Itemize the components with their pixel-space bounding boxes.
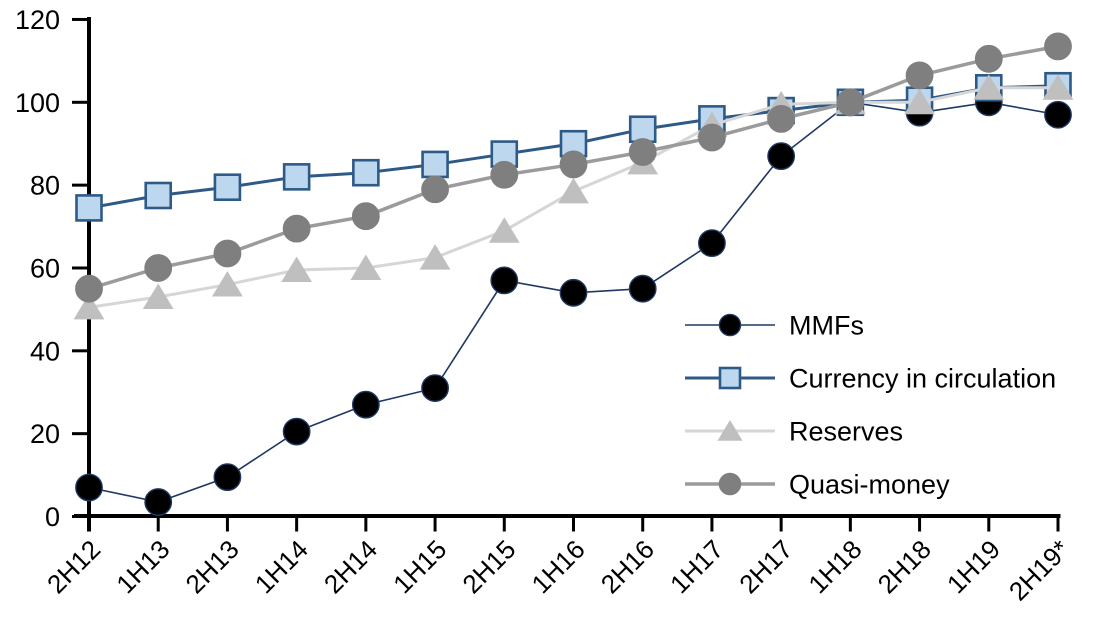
legend-item-mmfs: MMFs <box>685 311 864 341</box>
series-quasi-money-marker <box>421 175 449 204</box>
y-tick-label: 20 <box>30 419 60 449</box>
legend-item-quasi-money: Quasi-money <box>685 470 950 500</box>
x-tick-label: 2H16 <box>595 534 660 599</box>
x-tick-label: 2H14 <box>318 534 383 599</box>
series-currency-in-circulation-marker <box>490 140 519 168</box>
series-quasi-money-marker <box>628 138 657 166</box>
y-tick-label: 40 <box>30 336 60 366</box>
series-quasi-money-marker <box>905 61 934 90</box>
series-currency-in-circulation-marker <box>213 173 242 202</box>
series-mmfs-marker <box>213 463 242 492</box>
series-mmfs-marker <box>282 417 311 446</box>
series-mmfs-marker <box>490 266 519 295</box>
x-tick-label: 1H18 <box>802 534 867 599</box>
x-tick-label: 2H17 <box>733 534 798 599</box>
series-quasi-money-marker <box>213 239 242 268</box>
x-tick-label: 2H18 <box>872 534 937 599</box>
x-tick-label: 1H19 <box>941 534 1006 599</box>
series-quasi-money-marker <box>559 150 588 179</box>
legend: MMFs Currency in circulation Reserves Quasi… <box>685 311 1056 500</box>
series-quasi-money-marker <box>351 202 380 231</box>
series-reserves-marker <box>904 88 935 115</box>
series-mmfs-marker <box>1044 100 1072 129</box>
legend-label: Quasi-money <box>789 470 950 500</box>
series-mmfs-marker <box>767 142 796 171</box>
series-currency-in-circulation-marker <box>352 158 380 187</box>
x-tick-label: 1H16 <box>526 534 591 599</box>
series-quasi-money-marker <box>490 160 519 189</box>
series-reserves-marker <box>281 256 313 283</box>
x-tick-label: 2H15 <box>456 534 521 599</box>
series-mmfs-marker <box>628 274 657 303</box>
series-mmfs-marker <box>698 229 726 258</box>
series-currency-in-circulation-marker <box>75 194 103 222</box>
series-quasi-money-marker <box>75 274 103 303</box>
series-currency-in-circulation-marker <box>282 163 311 191</box>
legend-item-currency-in-circulation: Currency in circulation <box>685 364 1056 394</box>
legend-circle-marker <box>718 472 742 496</box>
series-reserves-marker <box>419 244 451 270</box>
series-reserves-marker <box>142 283 174 309</box>
series-reserves-marker <box>350 254 382 280</box>
legend-label: MMFs <box>789 311 864 341</box>
series-currency-in-circulation-marker <box>144 181 173 210</box>
series-quasi-money-marker <box>836 88 865 117</box>
y-tick-label: 60 <box>30 253 60 283</box>
y-tick-label: 120 <box>15 5 60 35</box>
series-mmfs-marker <box>75 473 103 502</box>
x-tick-label: 1H15 <box>387 534 452 599</box>
series-quasi-money <box>75 32 1072 303</box>
series-reserves-marker <box>488 217 520 243</box>
x-tick-label: 2H13 <box>180 534 245 599</box>
series-currency-in-circulation-marker <box>628 115 657 144</box>
x-tick-label: 1H13 <box>110 534 175 599</box>
series-mmfs-marker <box>559 278 588 307</box>
series-quasi-money-marker <box>1044 32 1072 61</box>
x-tick-label: 2H12 <box>41 534 106 599</box>
series-mmfs-marker <box>421 374 449 402</box>
x-tick-label: 1H17 <box>664 534 729 599</box>
x-tick-label: 2H19* <box>1003 534 1075 606</box>
x-tick-label: 1H14 <box>249 534 314 599</box>
series-quasi-money-marker <box>282 214 311 243</box>
legend-triangle-marker <box>717 420 743 441</box>
series-currency-in-circulation-marker <box>421 150 449 179</box>
series-reserves-marker <box>973 74 1005 100</box>
series-reserves-marker <box>212 271 243 297</box>
series-quasi-money-marker <box>698 123 726 152</box>
legend-circle-marker <box>718 313 742 337</box>
legend-label: Reserves <box>789 417 903 447</box>
series-reserves-marker <box>1042 74 1074 100</box>
legend-item-reserves: Reserves <box>685 417 903 447</box>
series-quasi-money-marker <box>974 44 1003 73</box>
series-reserves-marker <box>73 293 105 320</box>
series-mmfs-marker <box>351 390 380 419</box>
legend-label: Currency in circulation <box>789 364 1056 394</box>
series-quasi-money-marker <box>767 104 796 133</box>
y-tick-label: 80 <box>30 171 60 201</box>
y-tick-label: 100 <box>15 88 60 118</box>
legend-square-marker <box>718 366 742 390</box>
series-quasi-money-marker <box>144 254 173 282</box>
y-tick-label: 0 <box>45 502 60 532</box>
series-mmfs-marker <box>144 488 173 516</box>
series-reserves-marker <box>558 177 589 204</box>
